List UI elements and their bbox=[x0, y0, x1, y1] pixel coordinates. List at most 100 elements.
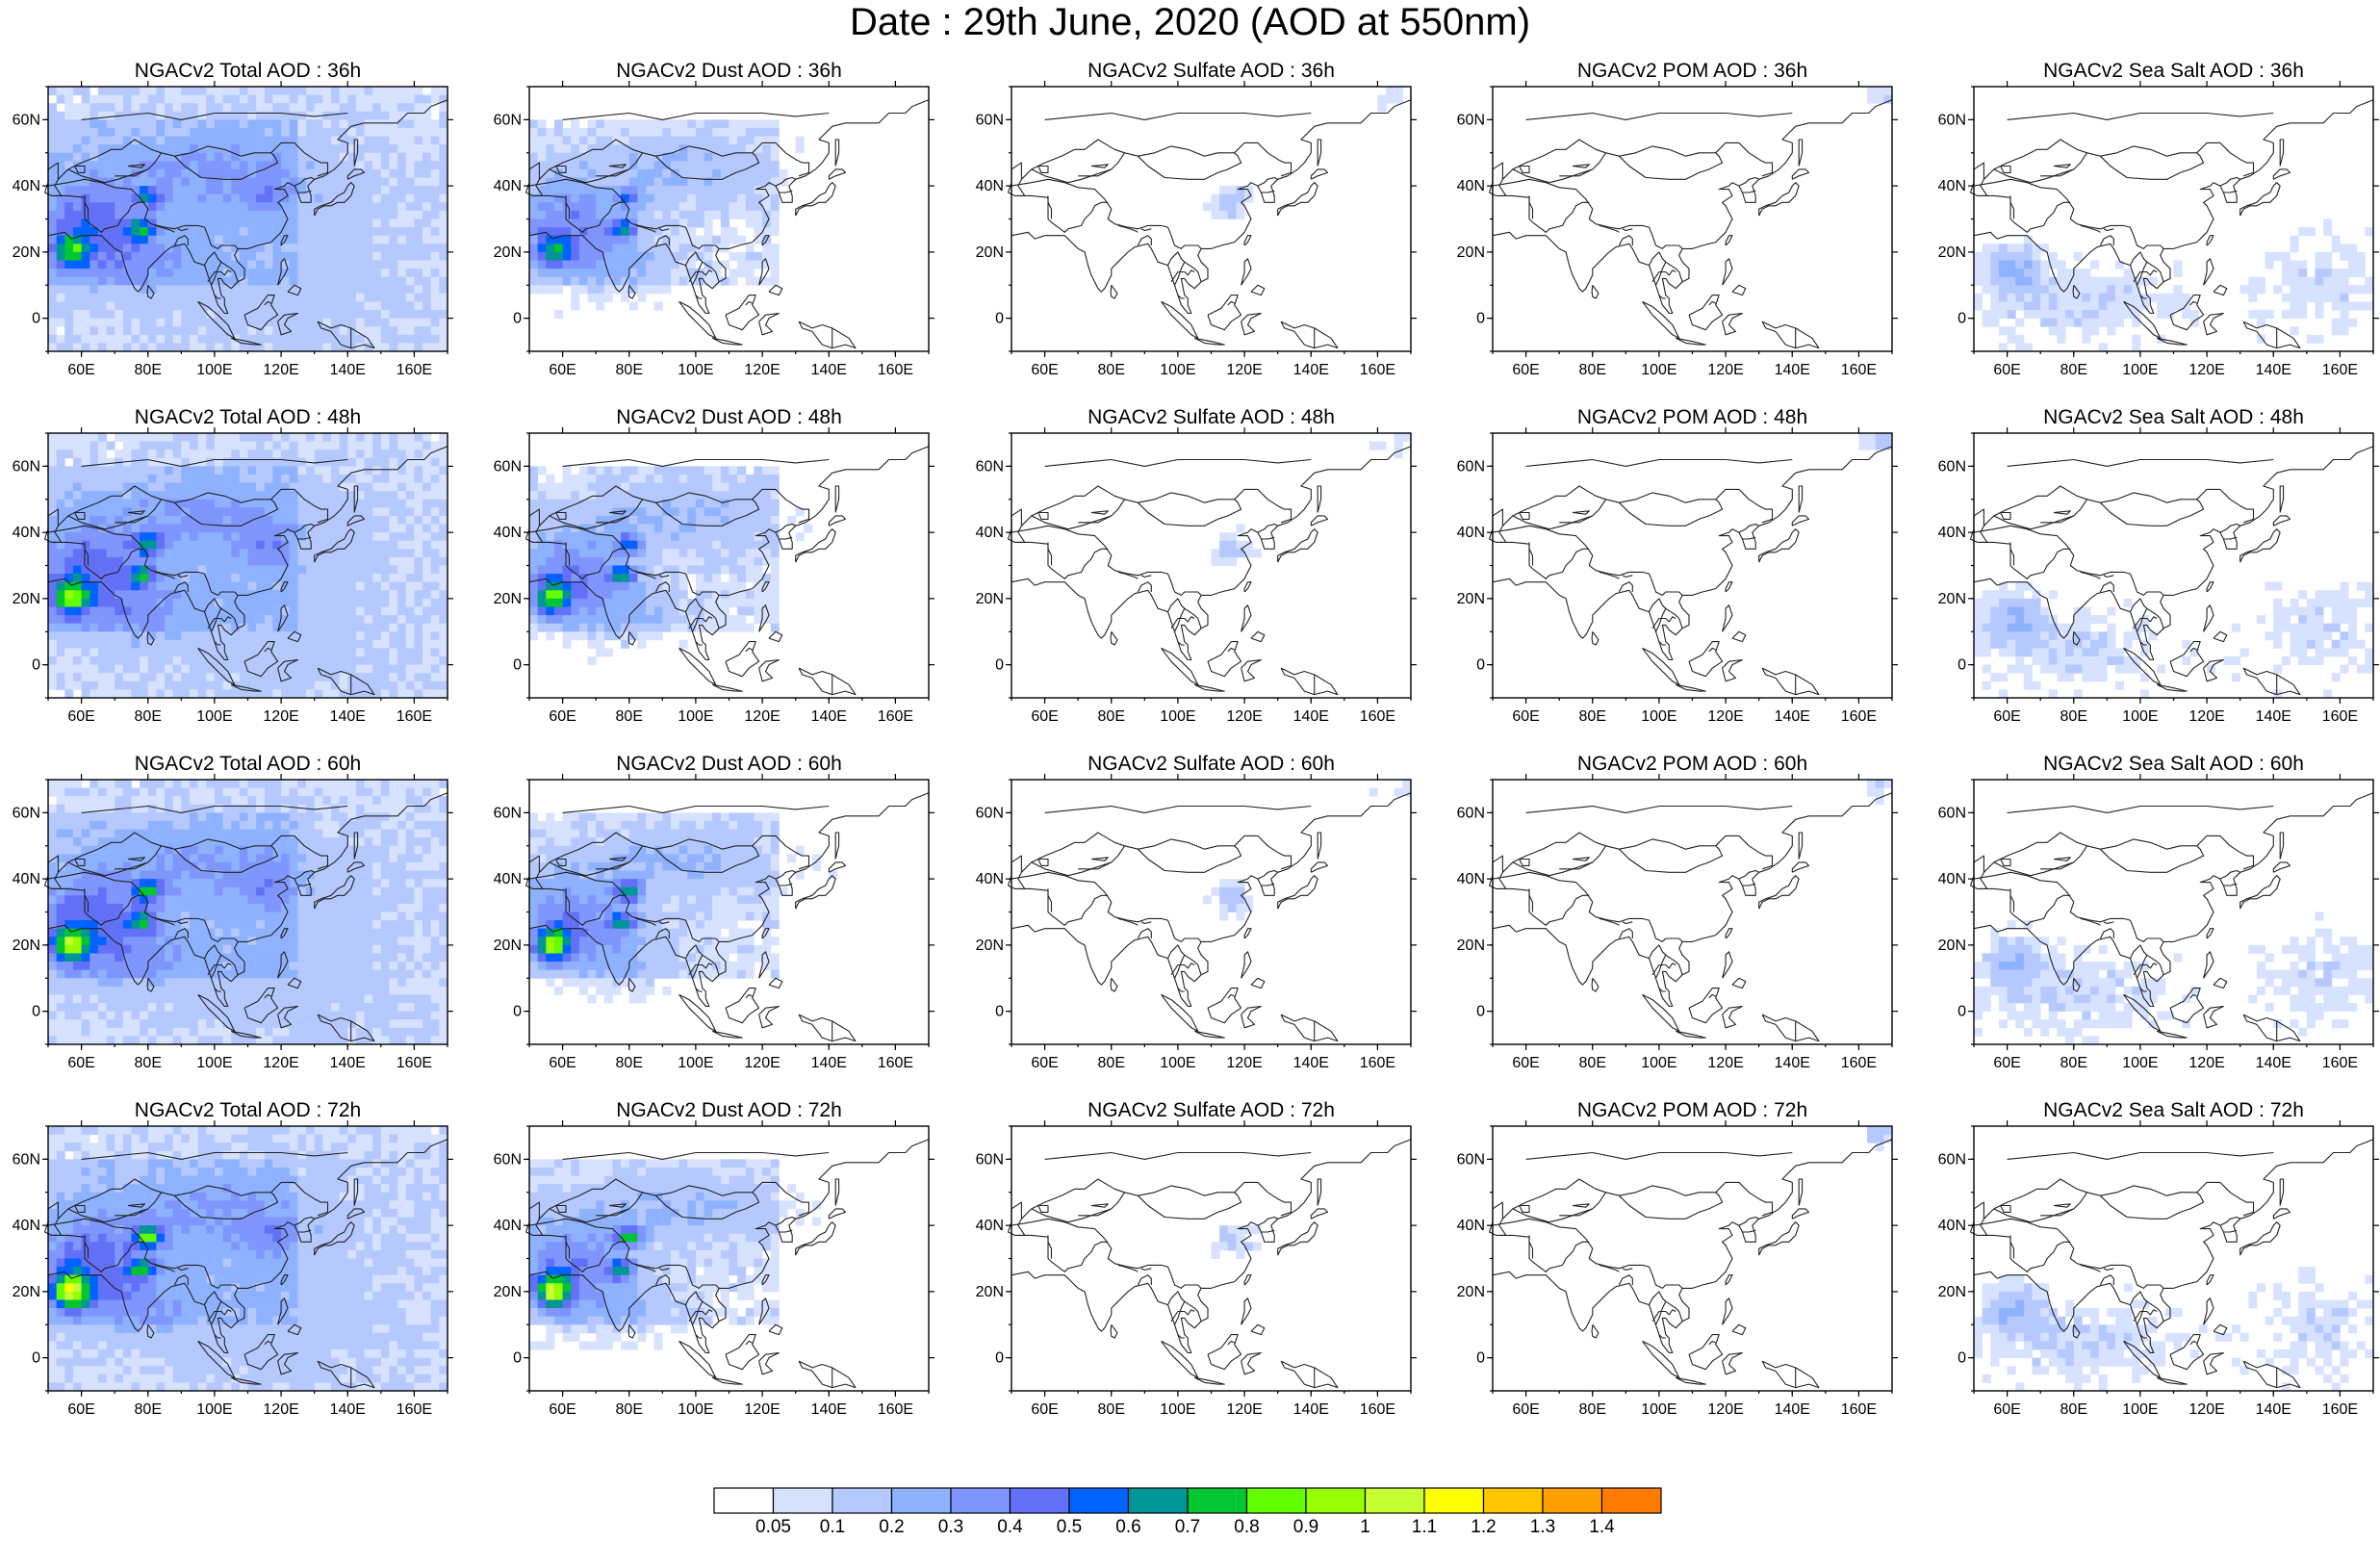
aod-cell bbox=[48, 285, 57, 294]
aod-cell bbox=[406, 335, 415, 344]
aod-cell bbox=[165, 211, 173, 219]
aod-cell bbox=[48, 219, 57, 228]
aod-cell bbox=[431, 442, 440, 450]
aod-cell bbox=[2340, 319, 2348, 327]
aod-cell bbox=[637, 516, 646, 525]
aod-cell bbox=[256, 525, 265, 533]
aod-cell bbox=[2074, 252, 2083, 261]
aod-cell bbox=[73, 178, 82, 187]
aod-cell bbox=[90, 277, 98, 286]
aod-cell bbox=[57, 319, 65, 327]
aod-cell bbox=[181, 285, 190, 294]
aod-cell bbox=[406, 631, 415, 640]
aod-cell bbox=[297, 689, 306, 698]
aod-cell bbox=[82, 673, 90, 681]
aod-cell bbox=[588, 269, 597, 277]
aod-cell bbox=[256, 507, 265, 516]
aod-cell bbox=[356, 219, 365, 228]
aod-cell bbox=[156, 244, 165, 252]
aod-cell bbox=[721, 483, 729, 492]
aod-cell bbox=[529, 211, 538, 219]
aod-cell bbox=[439, 656, 448, 665]
aod-cell bbox=[57, 549, 65, 557]
aod-cell bbox=[372, 319, 381, 327]
aod-cell bbox=[704, 532, 713, 541]
aod-cell bbox=[397, 335, 406, 344]
aod-cell bbox=[365, 128, 373, 137]
coastline-path bbox=[1559, 142, 1772, 175]
aod-cell bbox=[406, 252, 415, 261]
lat-tick-label: 20N bbox=[976, 244, 1004, 261]
aod-cell bbox=[156, 624, 165, 632]
aod-cell bbox=[181, 178, 190, 187]
aod-cell bbox=[588, 483, 597, 492]
aod-cell bbox=[272, 516, 281, 525]
aod-cell bbox=[90, 557, 98, 566]
aod-cell bbox=[340, 566, 348, 575]
aod-cell bbox=[148, 335, 157, 344]
aod-cell bbox=[165, 236, 173, 244]
aod-cell bbox=[804, 525, 812, 533]
aod-cell bbox=[231, 557, 240, 566]
aod-cell bbox=[422, 326, 431, 335]
aod-cell bbox=[721, 144, 729, 153]
coastline-path bbox=[796, 183, 836, 216]
aod-cell bbox=[696, 211, 704, 219]
aod-cell bbox=[248, 574, 257, 582]
aod-cell bbox=[290, 301, 298, 310]
aod-cell bbox=[248, 599, 257, 607]
aod-cell bbox=[629, 277, 638, 286]
aod-cell bbox=[687, 128, 696, 137]
aod-cell bbox=[297, 95, 306, 104]
aod-cell bbox=[306, 211, 315, 219]
aod-cell bbox=[762, 202, 771, 211]
aod-cell bbox=[2049, 277, 2058, 286]
aod-cell bbox=[431, 343, 440, 351]
aod-cell bbox=[281, 466, 290, 475]
aod-cell bbox=[721, 582, 729, 591]
aod-cell bbox=[140, 144, 148, 153]
aod-cell bbox=[165, 442, 173, 450]
aod-cell bbox=[240, 252, 248, 261]
aod-cell bbox=[381, 236, 390, 244]
aod-cell bbox=[2074, 319, 2083, 327]
aod-cell bbox=[389, 615, 397, 624]
aod-cell bbox=[165, 483, 173, 492]
aod-cell bbox=[431, 269, 440, 277]
aod-cell bbox=[165, 665, 173, 674]
aod-cell bbox=[231, 236, 240, 244]
aod-cell bbox=[1990, 269, 1999, 277]
aod-cell bbox=[546, 549, 554, 557]
aod-cell bbox=[2057, 319, 2065, 327]
aod-cell bbox=[2315, 310, 2323, 319]
aod-cell bbox=[322, 244, 331, 252]
aod-cell bbox=[381, 681, 390, 690]
aod-cell bbox=[322, 631, 331, 640]
aod-cell bbox=[281, 335, 290, 344]
aod-cell bbox=[662, 466, 671, 475]
aod-cell bbox=[554, 161, 563, 169]
aod-cell bbox=[98, 475, 107, 483]
aod-cell bbox=[746, 244, 755, 252]
aod-cell bbox=[148, 319, 157, 327]
aod-shading bbox=[48, 433, 448, 698]
aod-cell bbox=[596, 500, 604, 508]
aod-cell bbox=[297, 161, 306, 169]
aod-cell bbox=[372, 153, 381, 162]
aod-cell bbox=[612, 466, 621, 475]
aod-cell bbox=[248, 178, 257, 187]
aod-cell bbox=[347, 202, 356, 211]
aod-cell bbox=[206, 549, 215, 557]
coastline-path bbox=[1742, 191, 1755, 193]
aod-cell bbox=[297, 648, 306, 656]
aod-cell bbox=[365, 483, 373, 492]
aod-cell bbox=[629, 500, 638, 508]
aod-cell bbox=[148, 186, 157, 194]
aod-cell bbox=[679, 525, 688, 533]
aod-cell bbox=[347, 681, 356, 690]
aod-cell bbox=[306, 335, 315, 344]
aod-cell bbox=[696, 475, 704, 483]
lat-tick-label: 40N bbox=[1938, 178, 1966, 194]
lat-tick-label: 0 bbox=[995, 311, 1004, 327]
